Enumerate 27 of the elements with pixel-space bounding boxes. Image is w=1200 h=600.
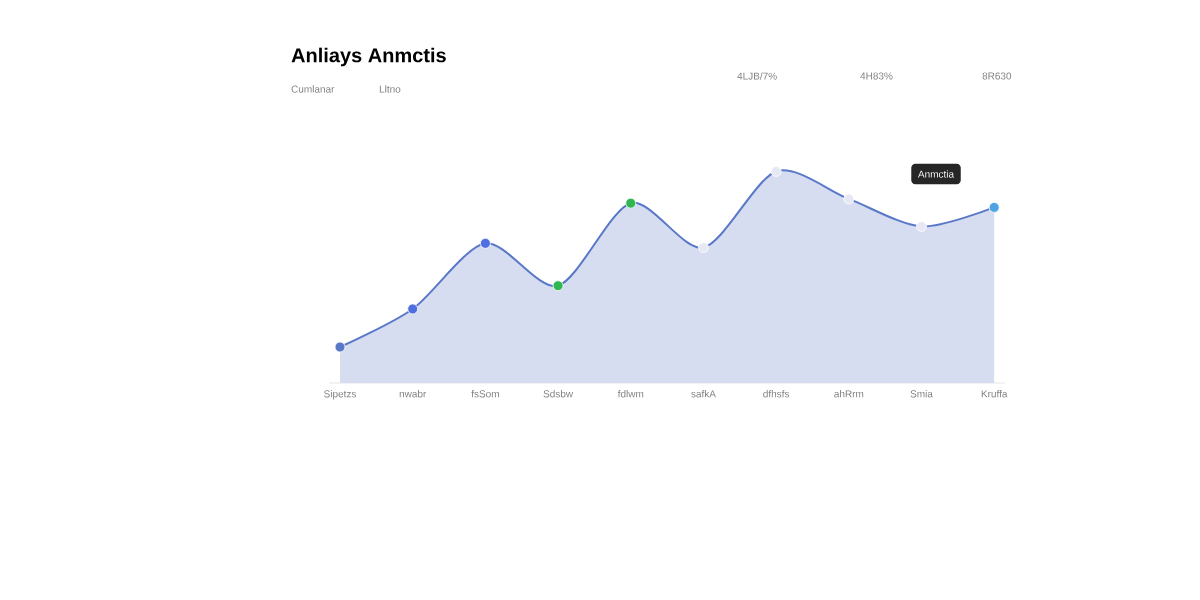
point	[552, 280, 564, 292]
x-tick-label: safkA	[691, 390, 716, 398]
point	[479, 237, 491, 249]
x-tick-label: Sipetzs	[324, 390, 357, 400]
point	[407, 303, 419, 315]
x-tick-label: fsSom	[471, 390, 499, 398]
chart-title: Anliays Anmctis	[291, 47, 446, 67]
point	[770, 166, 782, 177]
x-tick-label: ahRrm	[834, 390, 864, 398]
text: 8R630	[982, 72, 1012, 80]
x-tick-label: Smia	[910, 390, 933, 398]
x-tick-label: fdlwm	[617, 390, 644, 398]
text: 4LJB/7%	[737, 72, 777, 80]
point	[916, 221, 927, 232]
point	[843, 193, 855, 205]
text: Cumlanar	[291, 85, 335, 93]
x-tick-label: nwabr	[399, 390, 427, 398]
text: Lltno	[379, 85, 401, 93]
annotation: Anmctia	[917, 170, 955, 178]
point	[698, 242, 709, 253]
point	[334, 341, 346, 353]
x-tick-label: Sdsbw	[543, 390, 574, 398]
x-tick-label: Kruffa	[981, 390, 1008, 398]
x-tick-label: dfhsfs	[763, 390, 790, 398]
text: 4H83%	[860, 72, 893, 80]
point	[625, 197, 637, 209]
point	[988, 202, 1000, 213]
